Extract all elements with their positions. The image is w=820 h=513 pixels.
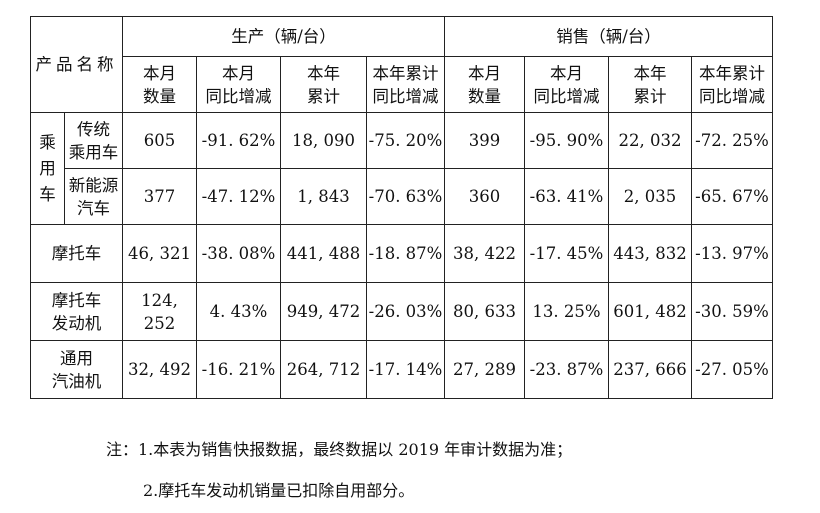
cell: -17. 45% — [524, 224, 609, 283]
cell: 124, 252 — [122, 282, 197, 341]
cell: 80, 633 — [444, 282, 525, 341]
cell: -13. 97% — [691, 224, 773, 283]
cell: 949, 472 — [280, 282, 367, 341]
corner-header: 产品名称 — [30, 16, 123, 113]
footnote-1: 注：1.本表为销售快报数据，最终数据以 2019 年审计数据为准； — [106, 440, 573, 459]
cell: 399 — [444, 112, 525, 169]
cell: -38. 08% — [196, 224, 281, 283]
table-row: 摩托车 发动机 124, 252 4. 43% 949, 472 -26. 03%… — [30, 282, 773, 341]
cell: 22, 032 — [608, 112, 692, 169]
column-header: 本年 累计 — [280, 56, 367, 113]
table-row: 乘用车 传统 乘用车 605 -91. 62% 18, 090 -75. 20% … — [30, 112, 773, 225]
row-label: 传统 乘用车 — [64, 112, 123, 169]
cell: -91. 62% — [196, 112, 281, 169]
cell: 27, 289 — [444, 340, 525, 399]
table-row: 摩托车 46, 321 -38. 08% 441, 488 -18. 87% 3… — [30, 224, 773, 283]
row-label: 摩托车 发动机 — [30, 282, 123, 341]
cell: -47. 12% — [196, 168, 281, 225]
cell: -30. 59% — [691, 282, 773, 341]
production-group-header: 生产（辆/台） — [122, 16, 445, 57]
cell: 13. 25% — [524, 282, 609, 341]
column-header: 本月 同比增减 — [196, 56, 281, 113]
column-header: 本年累计 同比增减 — [366, 56, 445, 113]
cell: -75. 20% — [366, 112, 445, 169]
group-header-row: 产品名称 生产（辆/台） 销售（辆/台） — [30, 16, 773, 113]
cell: -27. 05% — [691, 340, 773, 399]
cell: 18, 090 — [280, 112, 367, 169]
sub-header-row: 本月 数量 本月 同比增减 本年 累计 本年累计 同比增减 本月 数量 本月 同比增减 本年… — [31, 56, 773, 113]
cell: -65. 67% — [691, 168, 773, 225]
cell: -95. 90% — [524, 112, 609, 169]
cell: 46, 321 — [122, 224, 197, 283]
cell: -16. 21% — [196, 340, 281, 399]
passenger-car-group-label: 乘用车 — [30, 112, 65, 225]
footnote-2: 2.摩托车发动机销量已扣除自用部分。 — [143, 481, 415, 500]
column-header: 本年 累计 — [608, 56, 692, 113]
cell: 32, 492 — [122, 340, 197, 399]
cell: 2, 035 — [608, 168, 692, 225]
cell: 4. 43% — [196, 282, 281, 341]
cell: 237, 666 — [608, 340, 692, 399]
cell: -23. 87% — [524, 340, 609, 399]
row-label: 摩托车 — [30, 224, 123, 283]
cell: -18. 87% — [366, 224, 445, 283]
cell: 38, 422 — [444, 224, 525, 283]
cell: 443, 832 — [608, 224, 692, 283]
cell: -63. 41% — [524, 168, 609, 225]
column-header: 本月 数量 — [122, 56, 197, 113]
cell: 360 — [444, 168, 525, 225]
column-header: 本月 数量 — [444, 56, 525, 113]
table-row: 新能源 汽车 377 -47. 12% 1, 843 -70. 63% 360 -… — [31, 168, 773, 225]
column-header: 本月 同比增减 — [524, 56, 609, 113]
column-header: 本年累计 同比增减 — [691, 56, 773, 113]
cell: 601, 482 — [608, 282, 692, 341]
row-label: 新能源 汽车 — [64, 168, 123, 225]
cell: -70. 63% — [366, 168, 445, 225]
cell: 264, 712 — [280, 340, 367, 399]
cell: -17. 14% — [366, 340, 445, 399]
production-sales-table: 产品名称 生产（辆/台） 销售（辆/台） 本月 数量 本月 同比增减 本年 累计 本年… — [30, 16, 773, 399]
cell: -26. 03% — [366, 282, 445, 341]
sales-group-header: 销售（辆/台） — [444, 16, 773, 57]
cell: -72. 25% — [691, 112, 773, 169]
cell: 441, 488 — [280, 224, 367, 283]
cell: 1, 843 — [280, 168, 367, 225]
cell: 605 — [122, 112, 197, 169]
row-label: 通用 汽油机 — [30, 340, 123, 399]
cell: 377 — [122, 168, 197, 225]
table-row: 通用 汽油机 32, 492 -16. 21% 264, 712 -17. 14%… — [30, 340, 773, 399]
